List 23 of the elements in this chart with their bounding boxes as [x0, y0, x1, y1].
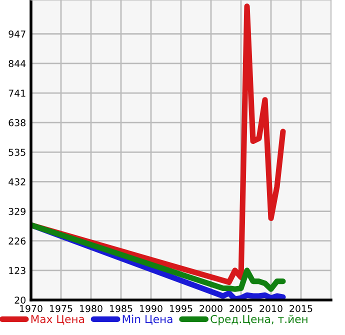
y-tick-label: 947 — [8, 30, 26, 38]
x-tick-label: 1980 — [80, 305, 102, 312]
x-tick-label: 2000 — [200, 305, 222, 312]
y-tick-label: 226 — [8, 237, 26, 245]
y-tick-label: 844 — [8, 60, 26, 68]
legend-label: Сред.Цена, т.йен — [210, 314, 308, 326]
y-tick-label: 123 — [9, 267, 26, 274]
y-tick-label: 432 — [8, 178, 26, 186]
x-tick-label: 1990 — [140, 305, 162, 312]
x-tick-label: 2010 — [260, 305, 282, 312]
y-tick-label: 741 — [8, 90, 26, 97]
x-tick-label: 1970 — [20, 305, 42, 312]
x-tick-label: 1985 — [110, 305, 132, 312]
y-tick-label: 329 — [8, 208, 26, 216]
y-tick-label: 535 — [8, 148, 26, 156]
x-tick-label: 2015 — [290, 305, 312, 312]
y-tick-label: 638 — [8, 119, 26, 126]
legend-label: Min Цена — [122, 314, 172, 325]
x-tick-label: 1975 — [50, 305, 72, 312]
x-tick-label: 2005 — [230, 305, 252, 312]
y-tick-label: 20 — [14, 296, 26, 304]
x-tick-label: 1995 — [170, 305, 192, 312]
legend-label: Max Цена — [31, 315, 84, 325]
